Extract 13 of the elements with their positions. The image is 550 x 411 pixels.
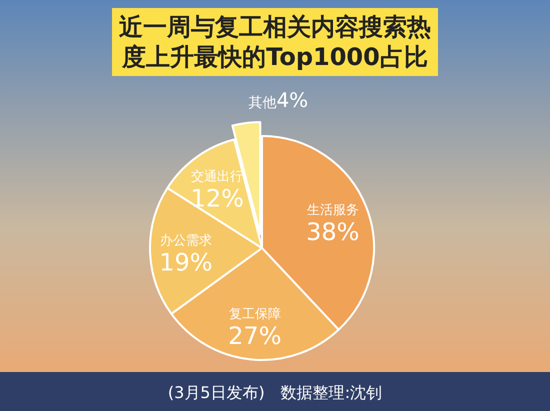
data-label: 38% bbox=[306, 218, 360, 246]
slice-label: 生活服务 bbox=[306, 202, 359, 218]
slice-label: 其他 bbox=[248, 95, 276, 112]
data-label: 4% bbox=[276, 88, 308, 112]
slice-label: 交通出行 bbox=[191, 168, 244, 184]
data-label: 27% bbox=[228, 322, 282, 350]
slice-label: 复工保障 bbox=[228, 306, 281, 322]
text: 数据整理:沈钊 bbox=[280, 383, 382, 402]
slice-label: 办公需求 bbox=[160, 233, 212, 248]
title: 近一周与复工相关内容搜索热度上升最快的Top1000占比 bbox=[112, 8, 438, 76]
text: (3月5日发布) bbox=[168, 383, 265, 402]
data-label: 12% bbox=[190, 184, 244, 212]
data-label: 19% bbox=[159, 248, 213, 276]
